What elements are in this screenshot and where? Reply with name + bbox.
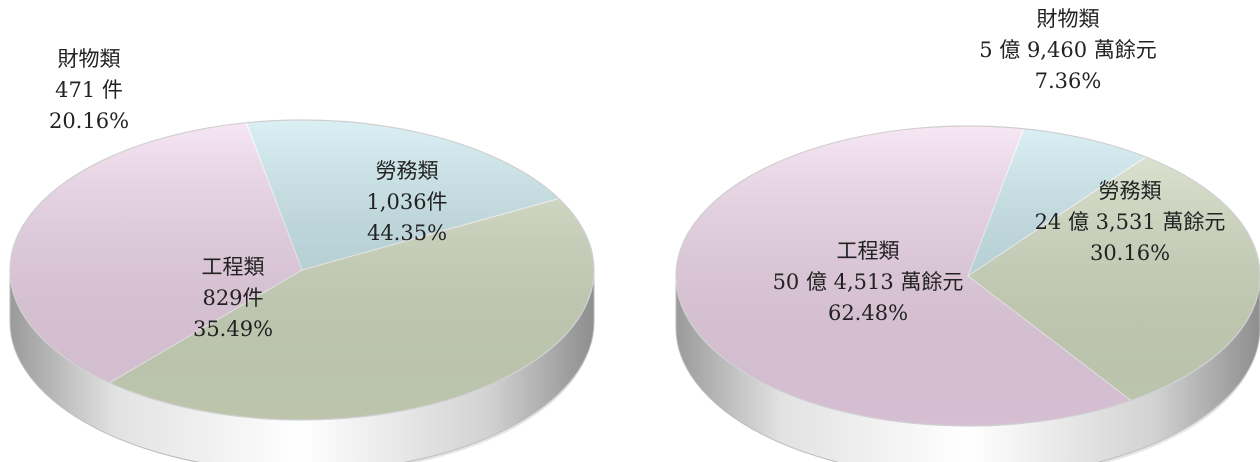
pie2-label-勞務類: 勞務類 24 億 3,531 萬餘元 30.16% <box>1008 176 1252 269</box>
label-value: 50 億 4,513 萬餘元 <box>772 270 964 294</box>
pie-top-rim <box>9 119 595 421</box>
pie1-label-財物類: 財物類 471 件 20.16% <box>28 44 150 137</box>
label-value: 24 億 3,531 萬餘元 <box>1034 210 1226 234</box>
label-value: 1,036件 <box>366 190 448 214</box>
pie1-label-勞務類: 勞務類 1,036件 44.35% <box>344 156 470 249</box>
pie1-label-工程類: 工程類 829件 35.49% <box>172 252 294 345</box>
label-percent: 30.16% <box>1089 241 1171 265</box>
label-category: 工程類 <box>201 255 265 279</box>
label-value: 5 億 9,460 萬餘元 <box>979 38 1157 62</box>
label-percent: 44.35% <box>366 221 448 245</box>
label-category: 勞務類 <box>1098 179 1162 203</box>
label-category: 財物類 <box>57 47 121 71</box>
label-value: 829件 <box>202 286 264 310</box>
label-category: 勞務類 <box>375 159 439 183</box>
label-percent: 7.36% <box>1034 69 1102 93</box>
label-category: 工程類 <box>836 239 900 263</box>
label-value: 471 件 <box>55 78 123 102</box>
pie2-label-財物類: 財物類 5 億 9,460 萬餘元 7.36% <box>952 4 1184 97</box>
label-percent: 62.48% <box>827 301 909 325</box>
label-category: 財物類 <box>1036 7 1100 31</box>
pie2-label-工程類: 工程類 50 億 4,513 萬餘元 62.48% <box>740 236 996 329</box>
label-percent: 35.49% <box>192 317 274 341</box>
pie-chart-2 <box>675 125 1260 462</box>
label-percent: 20.16% <box>48 109 130 133</box>
pie-top-rim <box>675 125 1260 427</box>
pie-chart-1 <box>9 119 595 462</box>
